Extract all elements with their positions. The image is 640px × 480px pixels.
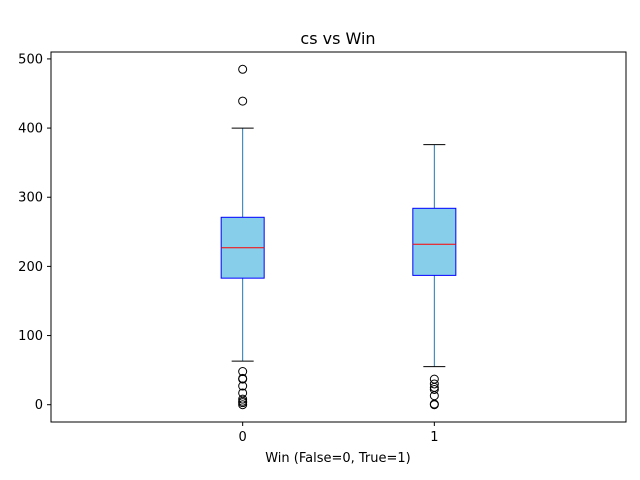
outlier-point — [429, 379, 439, 389]
outlier-point — [238, 394, 248, 404]
outlier-point — [429, 384, 439, 394]
outlier-point — [238, 96, 248, 106]
plot-area — [220, 64, 457, 410]
plot-frame — [50, 51, 627, 423]
y-tick-label: 0 — [35, 398, 43, 413]
x-tick-label: 1 — [430, 430, 438, 445]
chart-title: cs vs Win — [300, 29, 375, 48]
box-group-0 — [220, 64, 265, 410]
outlier-point — [238, 381, 248, 391]
box-group-1 — [412, 144, 457, 410]
y-tick-label: 400 — [18, 122, 43, 137]
outlier-point — [429, 400, 439, 410]
y-tick-label: 200 — [18, 260, 43, 275]
outlier-point — [238, 374, 248, 384]
x-axis-label: Win (False=0, True=1) — [265, 451, 411, 466]
outlier-point — [238, 398, 248, 408]
y-tick-label: 100 — [18, 329, 43, 344]
outlier-point — [238, 400, 248, 410]
y-tick-label: 300 — [18, 191, 43, 206]
outlier-point — [238, 64, 248, 74]
outlier-point — [429, 391, 439, 401]
y-axis: 0 100 200 300 400 500 — [18, 52, 51, 413]
y-tick-label: 500 — [18, 52, 43, 67]
outlier-point — [429, 374, 439, 384]
iqr-box — [412, 207, 457, 276]
x-tick-label: 0 — [239, 430, 247, 445]
